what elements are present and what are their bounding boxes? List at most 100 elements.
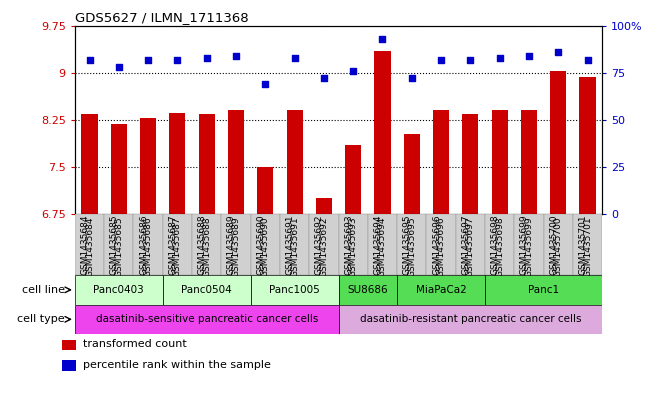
Point [319, 75, 329, 81]
Point [406, 75, 417, 81]
Text: GSM1435697: GSM1435697 [462, 214, 471, 275]
Bar [62, 360, 77, 371]
Text: cell type: cell type [17, 314, 68, 324]
Bar [251, 214, 280, 275]
Bar [397, 214, 426, 275]
Text: GSM1435690: GSM1435690 [261, 216, 270, 277]
Bar [140, 118, 156, 214]
Point [231, 53, 242, 59]
Bar [75, 214, 104, 275]
Bar [133, 214, 163, 275]
Point [465, 56, 476, 62]
Bar [397, 275, 485, 305]
Point [260, 81, 271, 87]
Point [436, 56, 447, 62]
Text: GSM1435695: GSM1435695 [408, 216, 416, 277]
Bar [374, 51, 391, 214]
Text: MiaPaCa2: MiaPaCa2 [416, 285, 466, 295]
Bar [573, 214, 602, 275]
Bar [397, 214, 426, 275]
Bar [426, 214, 456, 275]
Bar [462, 114, 478, 214]
Text: GSM1435697: GSM1435697 [466, 216, 475, 277]
Bar [75, 214, 104, 275]
Bar [309, 214, 339, 275]
Bar [339, 305, 602, 334]
Text: GSM1435689: GSM1435689 [232, 216, 240, 277]
Point [348, 68, 358, 74]
Point [173, 56, 183, 62]
Text: GSM1435690: GSM1435690 [256, 214, 266, 275]
Bar [221, 214, 251, 275]
Bar [192, 214, 221, 275]
Text: transformed count: transformed count [83, 339, 187, 349]
Bar [339, 214, 368, 275]
Bar [339, 275, 397, 305]
Bar [368, 214, 397, 275]
Point [143, 56, 154, 62]
Bar [169, 113, 186, 214]
Bar [345, 145, 361, 214]
Bar [456, 214, 485, 275]
Text: GSM1435684: GSM1435684 [85, 216, 94, 277]
Text: cell line: cell line [22, 285, 68, 295]
Bar [111, 124, 127, 214]
Text: GSM1435691: GSM1435691 [286, 214, 294, 275]
Text: GSM1435693: GSM1435693 [344, 214, 353, 275]
Text: GSM1435699: GSM1435699 [520, 214, 529, 275]
Bar [544, 214, 573, 275]
Bar [573, 214, 602, 275]
Bar [163, 214, 192, 275]
Bar [433, 110, 449, 214]
Bar [309, 214, 339, 275]
Text: dasatinib-sensitive pancreatic cancer cells: dasatinib-sensitive pancreatic cancer ce… [96, 314, 318, 324]
Text: GSM1435692: GSM1435692 [315, 214, 324, 275]
Point [553, 49, 564, 55]
Point [289, 55, 299, 61]
Text: percentile rank within the sample: percentile rank within the sample [83, 360, 271, 371]
Text: Panc0504: Panc0504 [182, 285, 232, 295]
Point [495, 55, 505, 61]
Text: GSM1435689: GSM1435689 [227, 214, 236, 275]
Bar [163, 275, 251, 305]
Text: GSM1435694: GSM1435694 [378, 216, 387, 277]
Bar [485, 275, 602, 305]
Point [523, 53, 534, 59]
Text: Panc1: Panc1 [528, 285, 559, 295]
Bar [456, 214, 485, 275]
Point [114, 64, 124, 70]
Text: GDS5627 / ILMN_1711368: GDS5627 / ILMN_1711368 [75, 11, 249, 24]
Text: GSM1435687: GSM1435687 [169, 214, 178, 275]
Bar [514, 214, 544, 275]
Bar [485, 214, 514, 275]
Text: GSM1435692: GSM1435692 [320, 216, 328, 277]
Bar [550, 71, 566, 214]
Bar [316, 198, 332, 214]
Bar [579, 77, 596, 214]
Bar [514, 214, 544, 275]
Bar [492, 110, 508, 214]
Text: Panc0403: Panc0403 [94, 285, 144, 295]
Text: GSM1435701: GSM1435701 [583, 216, 592, 277]
Text: GSM1435694: GSM1435694 [374, 214, 383, 275]
Bar [192, 214, 221, 275]
Bar [199, 114, 215, 214]
Point [85, 56, 95, 62]
Text: GSM1435698: GSM1435698 [491, 214, 500, 275]
Text: GSM1435700: GSM1435700 [554, 216, 562, 277]
Bar [544, 214, 573, 275]
Bar [75, 305, 339, 334]
Text: GSM1435699: GSM1435699 [525, 216, 533, 277]
Bar [368, 214, 397, 275]
Text: GSM1435698: GSM1435698 [495, 216, 504, 277]
Text: GSM1435686: GSM1435686 [144, 216, 152, 277]
Text: GSM1435685: GSM1435685 [110, 214, 119, 275]
Text: SU8686: SU8686 [348, 285, 388, 295]
Bar [339, 214, 368, 275]
Bar [257, 167, 273, 214]
Bar [104, 214, 133, 275]
Bar [221, 214, 251, 275]
Bar [280, 214, 309, 275]
Bar [521, 110, 537, 214]
Bar [251, 214, 280, 275]
